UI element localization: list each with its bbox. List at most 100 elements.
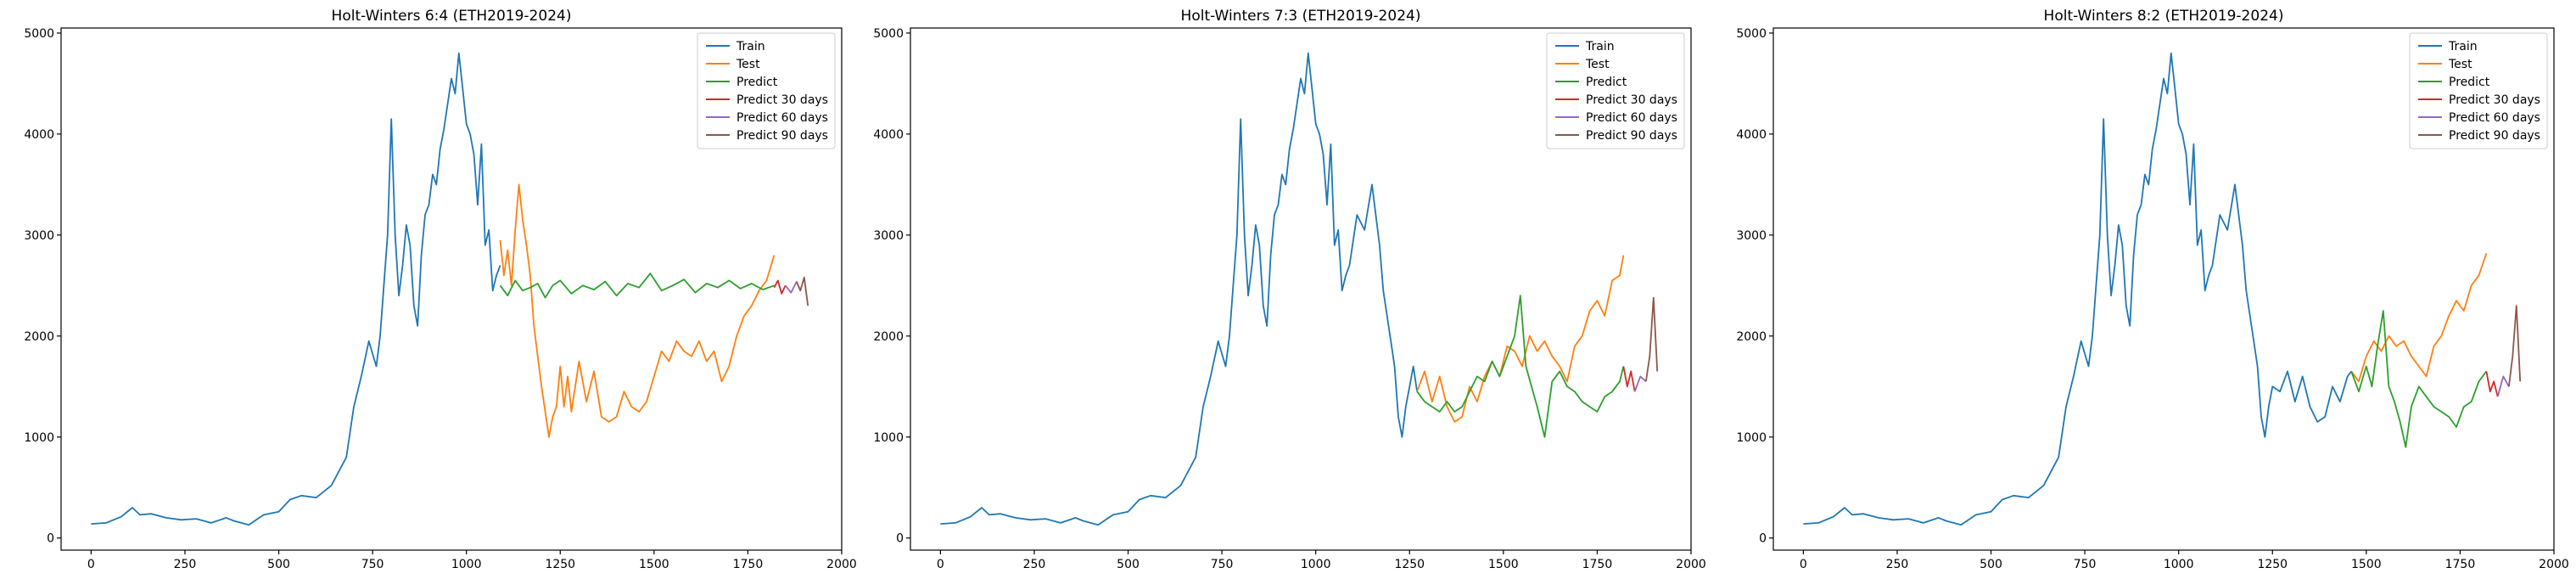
y-tick-label: 3000 (1736, 229, 1767, 243)
y-tick-label: 4000 (24, 128, 54, 142)
x-tick-label: 1250 (545, 558, 575, 571)
y-tick-label: 2000 (1736, 330, 1767, 344)
y-tick-label: 5000 (24, 27, 54, 41)
legend-entry: Predict 90 days (736, 129, 828, 143)
x-tick-label: 1750 (733, 558, 764, 571)
x-tick-label: 2000 (826, 558, 857, 571)
y-tick-label: 2000 (24, 330, 54, 344)
legend-entry: Train (1585, 40, 1615, 53)
y-tick-label: 1000 (24, 431, 54, 445)
legend-entry: Train (2448, 40, 2478, 53)
x-tick-label: 1000 (1301, 558, 1331, 571)
series-group (1803, 52, 2522, 526)
series-group (91, 52, 809, 526)
x-tick-label: 1000 (451, 558, 482, 571)
x-tick-label: 250 (174, 558, 197, 571)
series-line-test (2350, 253, 2488, 383)
chart-panel-0: Holt-Winters 6:4 (ETH2019-2024) 0 250 500 75… (24, 8, 856, 571)
y-tick-label: 2000 (873, 330, 904, 344)
chart-title: Holt-Winters 6:4 (ETH2019-2024) (332, 8, 572, 25)
x-tick-label: 1500 (639, 558, 669, 571)
legend-entry: Test (2448, 58, 2472, 71)
y-tick-label: 3000 (873, 229, 904, 243)
x-tick-label: 750 (2074, 558, 2097, 571)
series-line-predict-30-days (2485, 371, 2499, 397)
axes-frame (60, 27, 843, 551)
series-line-train (91, 52, 501, 526)
series-line-predict (1416, 295, 1625, 438)
series-line-predict (499, 273, 775, 299)
y-tick-label: 1000 (1736, 431, 1767, 445)
axes-frame (910, 27, 1692, 551)
series-line-predict-60-days (2496, 375, 2510, 397)
legend-entry: Predict (736, 76, 778, 89)
legend-box (1546, 32, 1685, 149)
y-tick-label: 4000 (1736, 128, 1767, 142)
chart-panel-1: Holt-Winters 7:3 (ETH2019-2024) 0 250 500 75… (873, 8, 1705, 571)
legend-entry: Predict (2449, 76, 2490, 89)
y-tick-label: 0 (896, 532, 904, 546)
x-tick-label: 1500 (1488, 558, 1519, 571)
y-tick-label: 0 (1759, 532, 1767, 546)
series-line-test (499, 183, 776, 438)
x-tick-label: 1750 (1582, 558, 1613, 571)
x-tick-label: 2000 (2539, 558, 2569, 571)
x-tick-label: 750 (361, 558, 384, 571)
series-line-predict-90-days (1645, 296, 1659, 382)
series-line-predict-60-days (784, 281, 798, 294)
legend-entry: Predict 30 days (2449, 93, 2540, 107)
chart-panel-2: Holt-Winters 8:2 (ETH2019-2024) 0 250 500 75… (1736, 8, 2568, 571)
legend: Train Test Predict Predict 30 days Predict 6… (2409, 32, 2548, 149)
x-tick-label: 1500 (2351, 558, 2382, 571)
x-tick-label: 0 (87, 558, 95, 571)
y-tick-label: 4000 (873, 128, 904, 142)
x-tick-label: 2000 (1676, 558, 1706, 571)
y-tick-label: 0 (47, 532, 54, 546)
series-line-test (1416, 255, 1625, 423)
chart-title: Holt-Winters 7:3 (ETH2019-2024) (1181, 8, 1421, 25)
legend-entry: Train (736, 40, 765, 53)
x-tick-label: 500 (1980, 558, 2002, 571)
x-tick-label: 500 (267, 558, 290, 571)
series-line-predict-30-days (1622, 366, 1636, 392)
series-line-train (1803, 52, 2352, 526)
legend-entry: Predict 60 days (736, 111, 828, 125)
legend-box (2409, 32, 2548, 149)
series-line-predict (2350, 310, 2488, 448)
legend-entry: Predict 60 days (2449, 111, 2540, 125)
x-tick-label: 1750 (2445, 558, 2476, 571)
legend-entry: Predict 30 days (1586, 93, 1677, 107)
series-group (940, 52, 1659, 526)
series-line-predict-60-days (1633, 375, 1647, 392)
legend-entry: Predict 90 days (2449, 129, 2540, 143)
legend-entry: Test (1585, 58, 1610, 71)
x-tick-label: 1250 (1394, 558, 1425, 571)
legend-entry: Predict 30 days (736, 93, 828, 107)
series-line-predict-90-days (2508, 305, 2522, 387)
y-tick-label: 3000 (24, 229, 54, 243)
legend-entry: Test (736, 58, 760, 71)
x-tick-label: 250 (1886, 558, 1909, 571)
x-tick-label: 1250 (2257, 558, 2288, 571)
x-tick-label: 750 (1211, 558, 1234, 571)
x-tick-label: 0 (1800, 558, 1807, 571)
legend-entry: Predict 60 days (1586, 111, 1677, 125)
y-tick-label: 1000 (873, 431, 904, 445)
x-tick-label: 1000 (2164, 558, 2194, 571)
y-tick-label: 5000 (1736, 27, 1767, 41)
series-line-predict-30-days (773, 279, 787, 295)
legend: Train Test Predict Predict 30 days Predict 6… (697, 32, 836, 149)
legend-entry: Predict (1586, 76, 1627, 89)
x-tick-label: 500 (1117, 558, 1140, 571)
legend-box (697, 32, 836, 149)
chart-title: Holt-Winters 8:2 (ETH2019-2024) (2044, 8, 2284, 25)
x-tick-label: 0 (937, 558, 944, 571)
series-line-train (940, 52, 1418, 526)
series-line-predict-90-days (796, 276, 809, 306)
legend-entry: Predict 90 days (1586, 129, 1677, 143)
y-tick-label: 5000 (873, 27, 904, 41)
axes-frame (1772, 27, 2555, 551)
legend: Train Test Predict Predict 30 days Predict 6… (1546, 32, 1685, 149)
x-tick-label: 250 (1023, 558, 1046, 571)
